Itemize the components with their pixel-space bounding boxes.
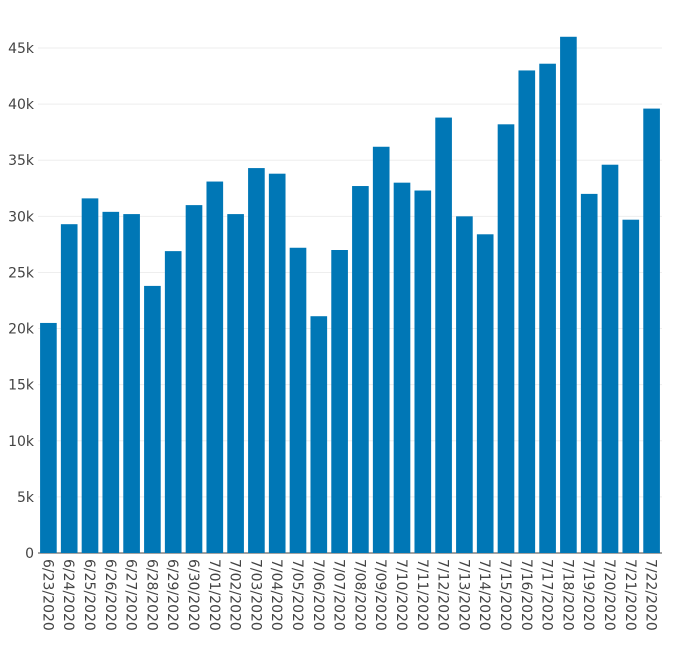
- bar: [643, 108, 660, 553]
- bar: [102, 211, 120, 553]
- x-tick-label: 7/11/2020: [414, 559, 430, 631]
- bar: [456, 216, 473, 554]
- bar: [352, 186, 369, 554]
- y-tick-label: 45k: [8, 41, 35, 57]
- bar: [144, 285, 161, 553]
- bar: [185, 205, 203, 553]
- x-tick-label: 7/04/2020: [268, 559, 284, 631]
- x-tick-label: 7/19/2020: [580, 559, 596, 631]
- x-tick-label: 6/24/2020: [60, 559, 76, 631]
- x-tick-label: 6/23/2020: [39, 559, 55, 631]
- bar: [227, 214, 244, 554]
- bar: [580, 193, 598, 553]
- bar: [497, 124, 515, 554]
- bar: [164, 251, 182, 553]
- bar: [601, 164, 619, 553]
- bar: [560, 36, 577, 554]
- x-tick-label: 7/18/2020: [559, 559, 575, 631]
- x-tick-label: 6/29/2020: [164, 559, 180, 631]
- x-tick-label: 7/16/2020: [518, 559, 534, 631]
- bar: [248, 168, 265, 554]
- x-tick-label: 7/15/2020: [497, 559, 513, 631]
- bar: [268, 173, 286, 553]
- y-tick-label: 10k: [8, 434, 35, 450]
- bar: [414, 190, 432, 553]
- x-tick-label: 6/30/2020: [185, 559, 201, 631]
- x-tick-label: 7/02/2020: [227, 559, 243, 631]
- bar: [81, 198, 99, 553]
- bar: [123, 214, 140, 554]
- x-tick-label: 7/09/2020: [372, 559, 388, 631]
- bar: [476, 234, 494, 554]
- bar: [372, 146, 390, 553]
- x-tick-label: 7/01/2020: [206, 559, 222, 631]
- x-tick-label: 7/22/2020: [643, 559, 659, 631]
- y-axis-ticks: 0 5k 10k 15k 20k 25k 30k 35k 40k 45k: [8, 41, 35, 562]
- bar: [310, 316, 328, 553]
- x-tick-label: 7/03/2020: [247, 559, 263, 631]
- x-tick-label: 7/05/2020: [289, 559, 305, 631]
- bar: [435, 117, 452, 554]
- bar: [60, 224, 78, 553]
- bar: [206, 181, 224, 554]
- bar: [289, 247, 307, 553]
- x-tick-label: 7/17/2020: [539, 559, 555, 631]
- y-tick-label: 30k: [8, 209, 35, 225]
- bar: [622, 219, 640, 553]
- x-tick-label: 7/08/2020: [351, 559, 367, 631]
- y-tick-label: 0: [25, 546, 34, 562]
- x-tick-label: 7/21/2020: [622, 559, 638, 631]
- y-tick-label: 5k: [17, 490, 35, 506]
- y-tick-label: 35k: [8, 153, 35, 169]
- x-tick-label: 6/25/2020: [81, 559, 97, 631]
- x-tick-label: 7/10/2020: [393, 559, 409, 631]
- bar: [393, 182, 411, 553]
- x-tick-label: 7/13/2020: [455, 559, 471, 631]
- gridlines: [38, 47, 662, 554]
- x-tick-label: 6/28/2020: [143, 559, 159, 631]
- x-tick-label: 7/12/2020: [435, 559, 451, 631]
- y-tick-label: 25k: [8, 265, 35, 281]
- x-tick-label: 7/14/2020: [476, 559, 492, 631]
- x-tick-label: 7/20/2020: [601, 559, 617, 631]
- bar: [40, 322, 57, 553]
- x-tick-label: 7/07/2020: [331, 559, 347, 631]
- y-tick-label: 40k: [8, 97, 35, 113]
- y-tick-label: 20k: [8, 322, 35, 338]
- x-tick-label: 7/06/2020: [310, 559, 326, 631]
- bar: [518, 70, 536, 553]
- y-tick-label: 15k: [8, 378, 35, 394]
- x-tick-label: 6/27/2020: [123, 559, 139, 631]
- bars: [40, 36, 660, 554]
- x-tick-label: 6/26/2020: [102, 559, 118, 631]
- bar: [331, 250, 348, 553]
- bar: [539, 63, 556, 553]
- x-axis-ticks: 6/23/2020 6/24/2020 6/25/2020 6/26/2020 6/27…: [39, 559, 658, 631]
